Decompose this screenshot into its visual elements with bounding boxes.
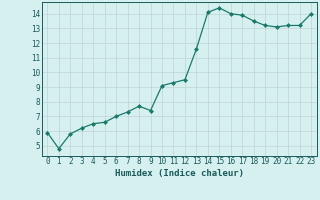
X-axis label: Humidex (Indice chaleur): Humidex (Indice chaleur): [115, 169, 244, 178]
